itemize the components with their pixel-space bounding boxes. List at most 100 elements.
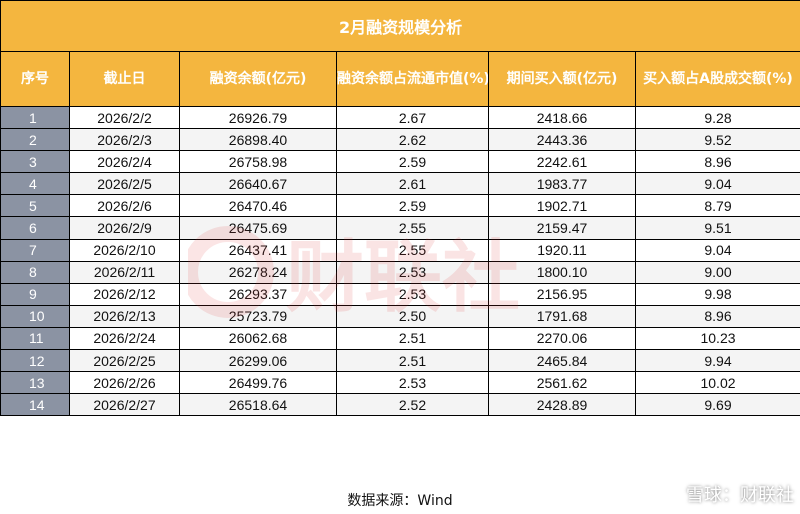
- cell-index: 9: [0, 282, 70, 306]
- cell-index: 11: [0, 326, 70, 351]
- column-header-purchase-ratio: 买入额占A股成交额(%): [634, 51, 800, 107]
- cell-date: 2026/2/3: [69, 128, 180, 152]
- cell-purchase-amount: 2156.95: [488, 282, 636, 306]
- table-row: 1 2026/2/2 26926.79 2.67 2418.66 9.28: [0, 105, 800, 130]
- cell-date: 2026/2/12: [69, 282, 180, 306]
- table-row: 2 2026/2/3 26898.40 2.62 2443.36 9.52: [0, 128, 800, 152]
- cell-balance-ratio: 2.55: [336, 216, 489, 240]
- cell-purchase-ratio: 9.52: [634, 128, 800, 152]
- cell-financing-balance: 26437.41: [179, 238, 337, 262]
- cell-index: 10: [0, 304, 70, 328]
- cell-index: 5: [0, 194, 70, 218]
- cell-purchase-amount: 1920.11: [488, 238, 636, 262]
- cell-financing-balance: 26293.37: [179, 282, 337, 306]
- table-row: 5 2026/2/6 26470.46 2.59 1902.71 8.79: [0, 194, 800, 218]
- cell-purchase-ratio: 9.69: [634, 393, 800, 417]
- cell-index: 7: [0, 238, 70, 262]
- header-row: 序号 截止日 融资余额(亿元) 融资余额占流通市值(%) 期间买入额(亿元) 买…: [0, 51, 800, 107]
- corner-logo: 雪球：财联社: [656, 480, 794, 508]
- cell-date: 2026/2/2: [69, 105, 180, 130]
- cell-date: 2026/2/11: [69, 260, 180, 284]
- cell-purchase-ratio: 9.94: [634, 349, 800, 373]
- column-header-balance-ratio: 融资余额占流通市值(%): [336, 51, 489, 107]
- cell-purchase-amount: 2418.66: [488, 105, 636, 130]
- cell-balance-ratio: 2.53: [336, 371, 489, 395]
- cell-balance-ratio: 2.53: [336, 282, 489, 306]
- cell-purchase-ratio: 8.96: [634, 150, 800, 174]
- cell-index: 3: [0, 150, 70, 174]
- cell-date: 2026/2/9: [69, 216, 180, 240]
- cell-financing-balance: 26278.24: [179, 260, 337, 284]
- table-row: 9 2026/2/12 26293.37 2.53 2156.95 9.98: [0, 282, 800, 306]
- column-header-date: 截止日: [69, 51, 180, 107]
- table-row: 14 2026/2/27 26518.64 2.52 2428.89 9.69: [0, 393, 800, 417]
- cell-date: 2026/2/25: [69, 349, 180, 373]
- cell-index: 12: [0, 349, 70, 373]
- title-row: 2月融资规模分析: [0, 0, 800, 52]
- table-row: 3 2026/2/4 26758.98 2.59 2242.61 8.96: [0, 150, 800, 174]
- cell-financing-balance: 26518.64: [179, 393, 337, 417]
- cell-balance-ratio: 2.55: [336, 238, 489, 262]
- cell-index: 1: [0, 105, 70, 130]
- table-row: 13 2026/2/26 26499.76 2.53 2561.62 10.02: [0, 371, 800, 395]
- cell-date: 2026/2/26: [69, 371, 180, 395]
- cell-purchase-amount: 2159.47: [488, 216, 636, 240]
- cell-purchase-amount: 1983.77: [488, 172, 636, 196]
- cell-purchase-ratio: 8.79: [634, 194, 800, 218]
- cell-balance-ratio: 2.62: [336, 128, 489, 152]
- column-header-financing-balance: 融资余额(亿元): [179, 51, 337, 107]
- snowball-icon: [656, 482, 680, 506]
- cell-index: 6: [0, 216, 70, 240]
- cell-financing-balance: 26299.06: [179, 349, 337, 373]
- cell-financing-balance: 26758.98: [179, 150, 337, 174]
- cell-purchase-ratio: 9.51: [634, 216, 800, 240]
- cell-balance-ratio: 2.53: [336, 260, 489, 284]
- cell-index: 14: [0, 393, 70, 417]
- table-row: 10 2026/2/13 25723.79 2.50 1791.68 8.96: [0, 304, 800, 328]
- cell-purchase-amount: 1800.10: [488, 260, 636, 284]
- cell-index: 2: [0, 128, 70, 152]
- cell-balance-ratio: 2.61: [336, 172, 489, 196]
- cell-balance-ratio: 2.51: [336, 326, 489, 351]
- cell-purchase-amount: 2561.62: [488, 371, 636, 395]
- table-title: 2月融资规模分析: [0, 0, 800, 52]
- cell-financing-balance: 25723.79: [179, 304, 337, 328]
- financing-table: 2月融资规模分析 序号 截止日 融资余额(亿元) 融资余额占流通市值(%) 期间…: [0, 0, 800, 417]
- cell-index: 8: [0, 260, 70, 284]
- cell-balance-ratio: 2.50: [336, 304, 489, 328]
- cell-date: 2026/2/6: [69, 194, 180, 218]
- cell-index: 13: [0, 371, 70, 395]
- column-header-purchase-amount: 期间买入额(亿元): [488, 51, 636, 107]
- table-row: 6 2026/2/9 26475.69 2.55 2159.47 9.51: [0, 216, 800, 240]
- cell-purchase-ratio: 9.00: [634, 260, 800, 284]
- table-row: 12 2026/2/25 26299.06 2.51 2465.84 9.94: [0, 349, 800, 373]
- cell-purchase-amount: 2443.36: [488, 128, 636, 152]
- cell-financing-balance: 26640.67: [179, 172, 337, 196]
- cell-purchase-amount: 1791.68: [488, 304, 636, 328]
- cell-financing-balance: 26475.69: [179, 216, 337, 240]
- cell-financing-balance: 26926.79: [179, 105, 337, 130]
- cell-balance-ratio: 2.59: [336, 194, 489, 218]
- cell-purchase-ratio: 9.04: [634, 172, 800, 196]
- cell-purchase-ratio: 9.28: [634, 105, 800, 130]
- cell-purchase-amount: 1902.71: [488, 194, 636, 218]
- cell-financing-balance: 26898.40: [179, 128, 337, 152]
- cell-purchase-ratio: 9.04: [634, 238, 800, 262]
- cell-balance-ratio: 2.67: [336, 105, 489, 130]
- table-row: 8 2026/2/11 26278.24 2.53 1800.10 9.00: [0, 260, 800, 284]
- column-header-index: 序号: [0, 51, 70, 107]
- cell-financing-balance: 26470.46: [179, 194, 337, 218]
- cell-purchase-ratio: 8.96: [634, 304, 800, 328]
- cell-financing-balance: 26499.76: [179, 371, 337, 395]
- cell-financing-balance: 26062.68: [179, 326, 337, 351]
- cell-purchase-ratio: 9.98: [634, 282, 800, 306]
- cell-purchase-ratio: 10.02: [634, 371, 800, 395]
- cell-date: 2026/2/27: [69, 393, 180, 417]
- cell-purchase-amount: 2270.06: [488, 326, 636, 351]
- cell-date: 2026/2/4: [69, 150, 180, 174]
- cell-purchase-ratio: 10.23: [634, 326, 800, 351]
- cell-balance-ratio: 2.51: [336, 349, 489, 373]
- cell-index: 4: [0, 172, 70, 196]
- corner-logo-text: 雪球：财联社: [686, 485, 794, 506]
- cell-balance-ratio: 2.59: [336, 150, 489, 174]
